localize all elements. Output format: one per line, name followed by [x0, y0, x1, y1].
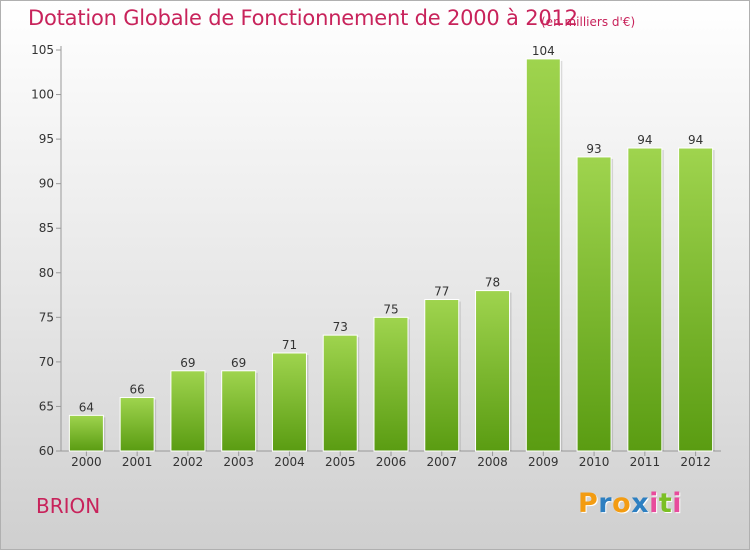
y-tick-label: 80	[39, 266, 54, 280]
place-name: BRION	[36, 494, 101, 518]
proxiti-logo: Proxiti	[578, 488, 682, 519]
logo-letter: i	[649, 488, 659, 519]
data-label: 73	[333, 320, 348, 334]
bar	[68, 414, 104, 452]
logo-letter: x	[631, 488, 650, 519]
x-tick-label: 2011	[630, 455, 661, 469]
y-tick-label: 60	[39, 444, 54, 458]
data-label: 64	[79, 400, 94, 414]
x-tick-label: 2002	[173, 455, 204, 469]
x-tick-label: 2006	[376, 455, 407, 469]
x-tick-label: 2001	[122, 455, 153, 469]
y-tick-label: 85	[39, 221, 54, 235]
bar	[576, 156, 612, 452]
x-tick-label: 2004	[274, 455, 305, 469]
bar	[119, 397, 155, 452]
bar	[678, 147, 714, 452]
logo-letter: r	[598, 488, 613, 519]
chart-bars	[68, 58, 715, 452]
bar	[424, 299, 460, 452]
y-tick-label: 100	[31, 88, 54, 102]
x-tick-label: 2000	[71, 455, 102, 469]
x-tick-label: 2003	[223, 455, 254, 469]
y-tick-label: 65	[39, 399, 54, 413]
bar	[627, 147, 663, 452]
y-tick-label: 70	[39, 355, 54, 369]
logo-letter: o	[612, 488, 632, 519]
data-label: 93	[586, 142, 601, 156]
data-label: 77	[434, 285, 449, 299]
bar	[271, 352, 307, 452]
y-tick-label: 95	[39, 132, 54, 146]
bar	[221, 370, 257, 452]
x-tick-label: 2012	[680, 455, 711, 469]
data-label: 104	[532, 44, 555, 58]
x-tick-label: 2010	[579, 455, 610, 469]
logo-letter: t	[658, 488, 673, 519]
data-label: 69	[180, 356, 195, 370]
data-label: 75	[383, 302, 398, 316]
chart-subtitle: (en milliers d'€)	[541, 15, 636, 29]
bar	[373, 316, 409, 452]
chart-data-labels: 64 66 69 69 71 73 75 77 78 104 93 94 94	[79, 44, 704, 414]
data-label: 94	[637, 133, 652, 147]
logo-letter: i	[672, 488, 683, 519]
x-tick-label: 2007	[426, 455, 457, 469]
y-tick-label: 75	[39, 310, 54, 324]
data-label: 78	[485, 276, 500, 290]
data-label: 94	[688, 133, 703, 147]
bar	[322, 334, 358, 452]
bar	[170, 370, 206, 452]
x-tick-label: 2008	[477, 455, 508, 469]
x-tick-label: 2009	[528, 455, 559, 469]
bar	[475, 290, 511, 452]
y-tick-label: 90	[39, 177, 54, 191]
y-tick-label: 105	[31, 43, 54, 57]
logo-letter: P	[578, 488, 599, 519]
data-label: 69	[231, 356, 246, 370]
bar	[525, 58, 561, 452]
chart-title: Dotation Globale de Fonctionnement de 20…	[28, 6, 578, 30]
data-label: 66	[130, 383, 145, 397]
data-label: 71	[282, 338, 297, 352]
x-tick-label: 2005	[325, 455, 356, 469]
